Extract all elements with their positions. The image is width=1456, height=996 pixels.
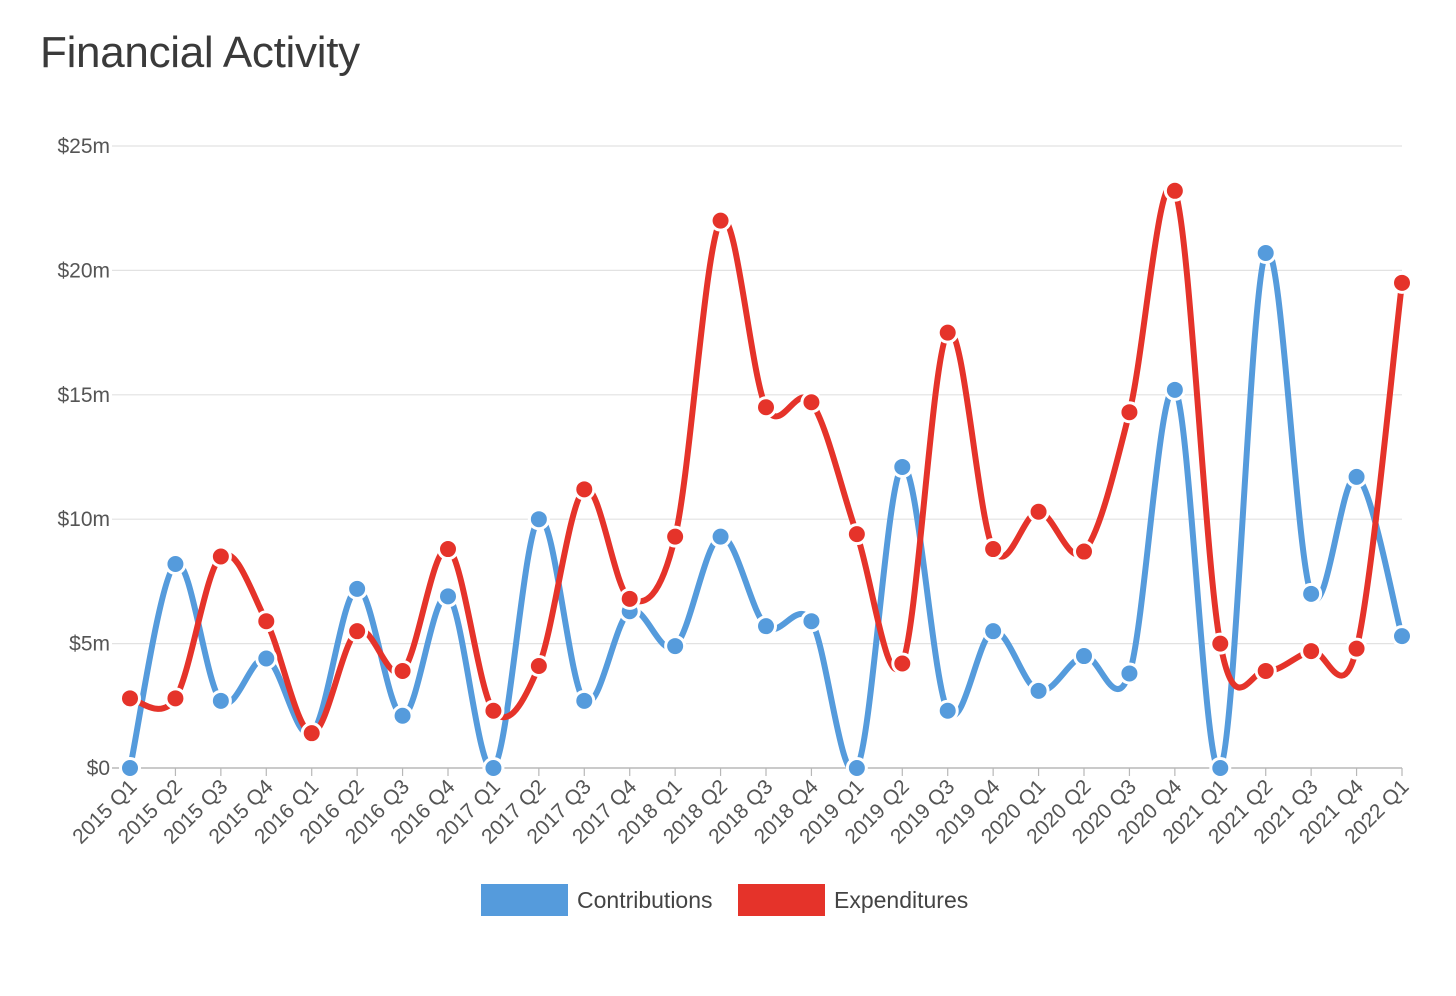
y-tick-label: $0: [87, 757, 110, 780]
data-point-expenditures[interactable]: [755, 396, 777, 419]
series-line-expenditures: [127, 183, 1405, 737]
data-point-expenditures[interactable]: [1391, 271, 1413, 294]
data-point-expenditures[interactable]: [119, 687, 141, 710]
data-point-expenditures[interactable]: [845, 523, 868, 546]
data-point-contributions[interactable]: [209, 689, 232, 712]
data-point-expenditures[interactable]: [527, 654, 550, 677]
data-point-expenditures[interactable]: [936, 321, 959, 344]
data-point-expenditures[interactable]: [1300, 640, 1323, 663]
data-point-expenditures[interactable]: [1209, 632, 1232, 655]
gridlines: [112, 145, 1402, 769]
data-point-expenditures[interactable]: [1027, 500, 1050, 523]
data-point-contributions[interactable]: [982, 620, 1005, 643]
data-point-expenditures[interactable]: [618, 587, 641, 610]
data-point-contributions[interactable]: [1073, 645, 1095, 668]
data-point-expenditures[interactable]: [1163, 179, 1186, 202]
data-point-contributions[interactable]: [437, 585, 459, 608]
y-tick-label: $25m: [57, 135, 110, 158]
data-point-expenditures[interactable]: [1118, 401, 1141, 424]
data-point-expenditures[interactable]: [391, 659, 414, 682]
data-point-contributions[interactable]: [936, 699, 959, 722]
data-point-contributions[interactable]: [346, 577, 369, 600]
y-tick-label: $20m: [57, 259, 110, 282]
data-point-expenditures[interactable]: [664, 525, 687, 548]
data-point-contributions[interactable]: [164, 552, 187, 575]
data-point-contributions[interactable]: [1027, 679, 1050, 702]
data-point-contributions[interactable]: [709, 525, 732, 548]
data-point-contributions[interactable]: [573, 689, 596, 712]
legend-label-expenditures[interactable]: Expenditures: [834, 887, 968, 913]
data-point-contributions[interactable]: [255, 647, 278, 670]
y-axis: $0 $5m $10m $15m $20m $25m: [57, 135, 110, 780]
data-point-contributions[interactable]: [1254, 241, 1277, 264]
data-point-expenditures[interactable]: [437, 538, 459, 561]
data-point-contributions[interactable]: [527, 508, 550, 531]
data-point-expenditures[interactable]: [1073, 540, 1095, 563]
data-point-contributions[interactable]: [119, 757, 141, 779]
y-tick-label: $15m: [57, 384, 110, 407]
data-point-contributions[interactable]: [1209, 757, 1232, 779]
data-point-expenditures[interactable]: [255, 610, 278, 633]
legend: Contributions Expenditures: [481, 884, 968, 916]
data-point-expenditures[interactable]: [1345, 637, 1368, 660]
data-point-contributions[interactable]: [845, 757, 868, 779]
legend-swatch-contributions[interactable]: [481, 884, 568, 916]
data-point-expenditures[interactable]: [573, 478, 596, 501]
data-point-expenditures[interactable]: [982, 538, 1005, 561]
data-point-expenditures[interactable]: [709, 209, 732, 232]
data-point-expenditures[interactable]: [346, 620, 369, 643]
legend-swatch-expenditures[interactable]: [738, 884, 825, 916]
data-point-expenditures[interactable]: [300, 722, 323, 745]
data-point-contributions[interactable]: [482, 757, 505, 779]
legend-label-contributions[interactable]: Contributions: [577, 887, 713, 913]
data-point-expenditures[interactable]: [482, 699, 505, 722]
series-line-contributions: [127, 248, 1405, 774]
data-point-contributions[interactable]: [664, 635, 687, 658]
data-point-contributions[interactable]: [1345, 465, 1368, 488]
y-tick-label: $10m: [57, 508, 110, 531]
data-point-expenditures[interactable]: [164, 687, 187, 710]
series-points: [119, 179, 1413, 779]
page-title: Financial Activity: [40, 28, 360, 77]
data-point-contributions[interactable]: [1300, 582, 1323, 605]
data-point-expenditures[interactable]: [209, 545, 232, 568]
data-point-contributions[interactable]: [1163, 378, 1186, 401]
series-lines: [127, 183, 1405, 774]
y-tick-label: $5m: [69, 633, 110, 656]
data-point-contributions[interactable]: [1118, 662, 1141, 685]
data-point-contributions[interactable]: [755, 615, 777, 638]
data-point-contributions[interactable]: [891, 455, 914, 478]
data-point-contributions[interactable]: [800, 610, 823, 633]
data-point-expenditures[interactable]: [800, 391, 823, 414]
data-point-expenditures[interactable]: [1254, 659, 1277, 682]
data-point-expenditures[interactable]: [891, 652, 914, 675]
data-point-contributions[interactable]: [1391, 625, 1413, 648]
data-point-contributions[interactable]: [391, 704, 414, 727]
